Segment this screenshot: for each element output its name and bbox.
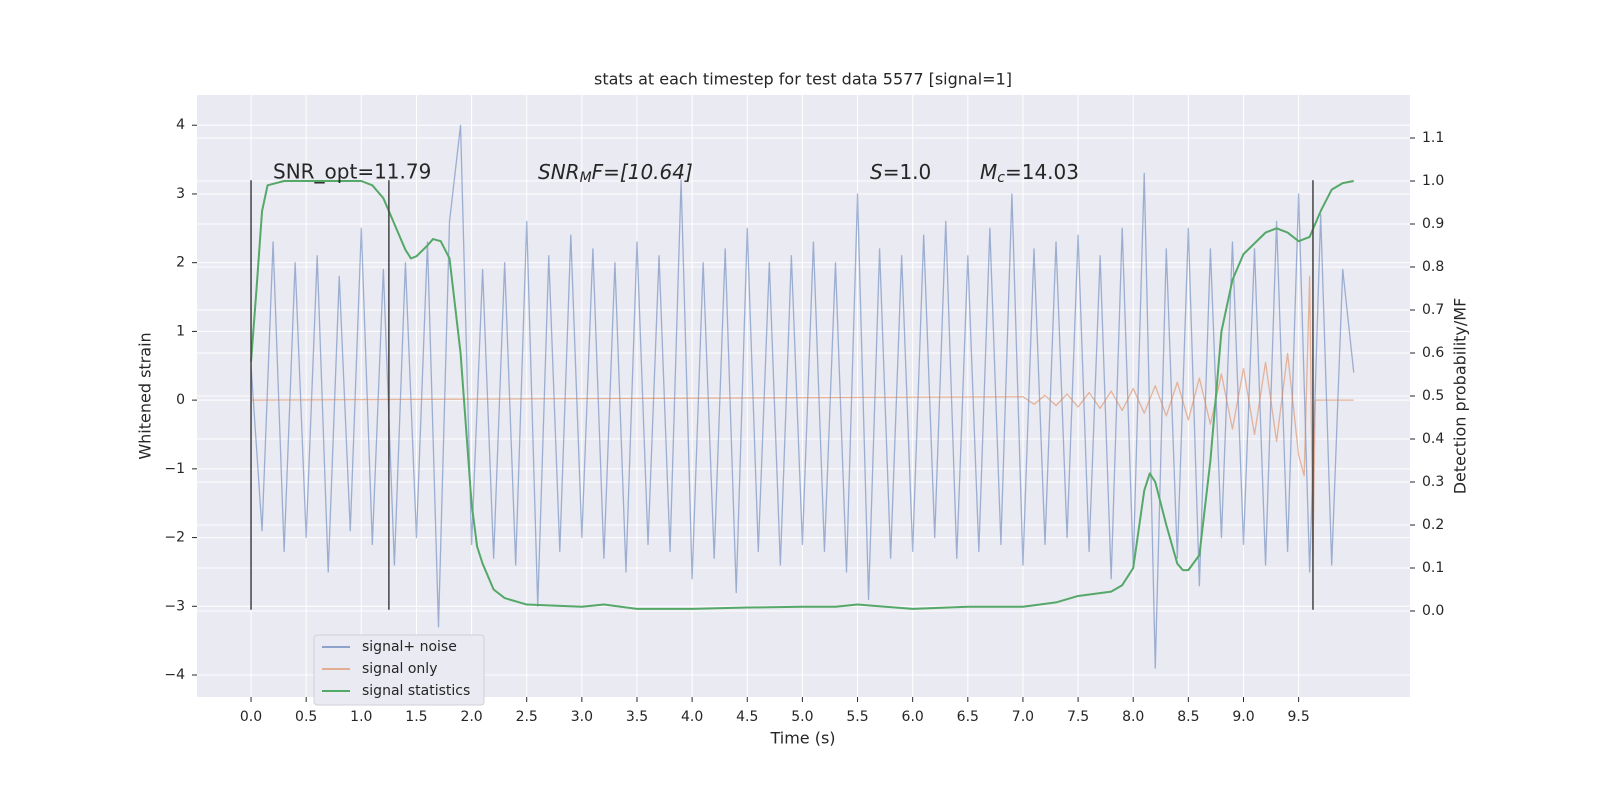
series-line [250,180,1354,610]
x-tick-label: 6.5 [957,709,979,725]
y-tick-label: −2 [164,530,185,546]
y-tick-label: −3 [164,598,185,614]
x-tick-label: 0.5 [295,709,317,725]
legend-label: signal only [362,661,437,677]
annotation: S=1.0 [870,160,931,184]
series-line [251,275,1354,559]
annotation-part: M [980,160,997,184]
annotation: SNR_opt=11.79 [273,160,431,184]
annotation-sub: c [997,170,1005,186]
y2-tick-label: 0.7 [1422,302,1444,318]
legend-box [313,634,485,706]
x-tick-label: 9.5 [1287,709,1309,725]
legend-label: signal statistics [362,683,470,699]
x-tick-label: 3.5 [626,709,648,725]
ticks: 0.0 0.5 1.0 1.5 2.0 2.5 3.0 3.5 4.0 4.5 5.0 5.5 6.0 6… [164,117,1444,725]
y2-tick-label: 0.5 [1422,388,1444,404]
y2-tick-label: 0.9 [1422,216,1444,232]
y-tick-label: 3 [176,186,185,202]
x-tick-label: 0.0 [240,709,262,725]
annotation-sub: M [580,170,592,186]
x-tick-label: 7.5 [1067,709,1089,725]
x-tick-label: 1.0 [350,709,372,725]
y2-tick-label: 0.3 [1422,474,1444,490]
y-tick-label: −4 [164,667,185,683]
y-tick-label: 0 [176,392,185,408]
y-tick-label: −1 [164,461,185,477]
annotation-part: =1.0 [883,160,932,184]
y-tick-label: 4 [176,117,185,133]
x-tick-label: 5.0 [791,709,813,725]
annotation-part: =14.03 [1005,160,1079,184]
y2-tick-label: 0.0 [1422,603,1444,619]
x-tick-label: 1.5 [405,709,427,725]
marks [250,124,1355,669]
series-line [250,124,1355,669]
x-tick-label: 4.0 [681,709,703,725]
x-tick-label: 4.5 [736,709,758,725]
y-tick-label: 1 [176,323,185,339]
legend-label: signal+ noise [362,639,457,655]
y2-tick-label: 0.1 [1422,560,1444,576]
annotation: Mc=14.03 [980,160,1079,187]
legend: signal+ noise signal only signal statistic… [313,634,485,706]
chart-title: stats at each timestep for test data 557… [594,70,1012,89]
annotation-part: S [870,160,883,184]
y2-tick-label: 0.4 [1422,431,1444,447]
annotation: SNRMF=[10.64] [538,160,693,187]
x-tick-label: 2.0 [460,709,482,725]
annotation-part: F=[10.64] [592,160,693,184]
y2-tick-label: 1.1 [1422,130,1444,146]
x-tick-label: 8.5 [1177,709,1199,725]
y-tick-label: 2 [176,255,185,271]
x-tick-label: 6.0 [902,709,924,725]
y2-tick-label: 0.8 [1422,259,1444,275]
annotation-part: SNR [538,160,580,184]
y2-tick-label: 1.0 [1422,173,1444,189]
x-tick-label: 2.5 [516,709,538,725]
x-tick-label: 3.0 [571,709,593,725]
x-axis-label: Time (s) [769,729,835,748]
x-tick-label: 7.0 [1012,709,1034,725]
y2-axis-label: Detection probability/MF [1451,298,1470,495]
x-tick-label: 9.0 [1232,709,1254,725]
y2-tick-label: 0.2 [1422,517,1444,533]
y2-tick-label: 0.6 [1422,345,1444,361]
x-tick-label: 5.5 [846,709,868,725]
y-axis-label: Whitened strain [136,332,155,459]
x-tick-label: 8.0 [1122,709,1144,725]
